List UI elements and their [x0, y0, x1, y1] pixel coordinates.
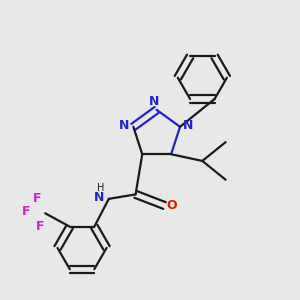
Text: N: N	[119, 118, 130, 131]
Text: N: N	[183, 118, 193, 131]
Text: N: N	[94, 191, 104, 205]
Text: N: N	[149, 95, 160, 108]
Text: F: F	[22, 205, 31, 218]
Text: F: F	[36, 220, 44, 233]
Text: H: H	[97, 183, 104, 193]
Text: O: O	[167, 199, 177, 212]
Text: F: F	[32, 191, 41, 205]
